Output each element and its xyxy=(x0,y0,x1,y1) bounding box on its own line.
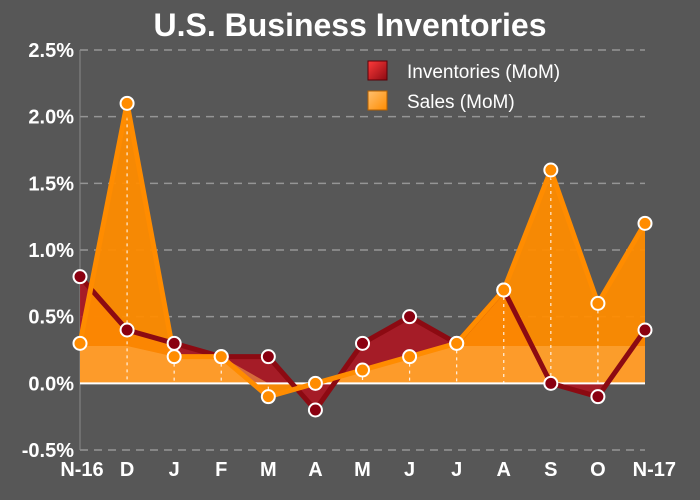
y-tick-label: 2.5% xyxy=(28,40,74,62)
x-tick-label: N-17 xyxy=(633,459,676,481)
legend-label-inventories: Inventories (MoM) xyxy=(407,62,560,83)
sales-point xyxy=(402,349,418,365)
x-tick-label: J xyxy=(451,459,462,481)
x-tick-label: J xyxy=(404,459,415,481)
inventories-point xyxy=(637,322,653,338)
x-tick-label: M xyxy=(354,459,371,481)
chart-title: U.S. Business Inventories xyxy=(153,7,546,43)
inventories-point xyxy=(119,322,135,338)
inventories-point xyxy=(72,269,88,285)
x-tick-label: J xyxy=(169,459,180,481)
x-tick-label: D xyxy=(120,459,134,481)
y-tick-label: -0.5% xyxy=(22,440,74,462)
sales-point xyxy=(637,215,653,231)
x-tick-label: S xyxy=(544,459,557,481)
sales-point xyxy=(355,362,370,378)
sales-point xyxy=(307,375,323,391)
sales-point xyxy=(166,349,182,365)
sales-point xyxy=(449,335,465,351)
x-tick-label: A xyxy=(497,459,511,481)
sales-point xyxy=(213,349,229,365)
y-tick-label: 1.5% xyxy=(28,173,74,195)
y-tick-label: 0.5% xyxy=(28,307,74,329)
inventories-point xyxy=(260,349,276,365)
sales-area xyxy=(80,103,645,397)
sales-point xyxy=(543,162,559,178)
sales-point xyxy=(72,335,88,351)
legend-label-sales: Sales (MoM) xyxy=(407,92,515,113)
legend-swatch-inventories xyxy=(367,60,388,81)
y-tick-label: 2.0% xyxy=(28,107,74,129)
inventories-point xyxy=(355,335,370,351)
legend: Inventories (MoM) Sales (MoM) xyxy=(367,60,560,113)
x-tick-label: O xyxy=(590,459,606,481)
sales-point xyxy=(590,295,606,311)
y-tick-label: 0.0% xyxy=(28,373,74,395)
inventories-point xyxy=(166,335,182,351)
legend-swatch-sales xyxy=(367,90,388,111)
inventories-point xyxy=(402,309,418,325)
inventories-point xyxy=(590,389,606,405)
inventories-point xyxy=(307,402,323,418)
sales-point xyxy=(119,95,135,111)
x-tick-label: N-16 xyxy=(60,459,103,481)
x-tick-label: F xyxy=(215,459,227,481)
sales-point xyxy=(260,389,276,405)
x-tick-label: A xyxy=(308,459,322,481)
sales-point xyxy=(496,282,512,298)
inventories-point xyxy=(543,375,559,391)
y-tick-label: 1.0% xyxy=(28,240,74,262)
x-tick-label: M xyxy=(260,459,277,481)
